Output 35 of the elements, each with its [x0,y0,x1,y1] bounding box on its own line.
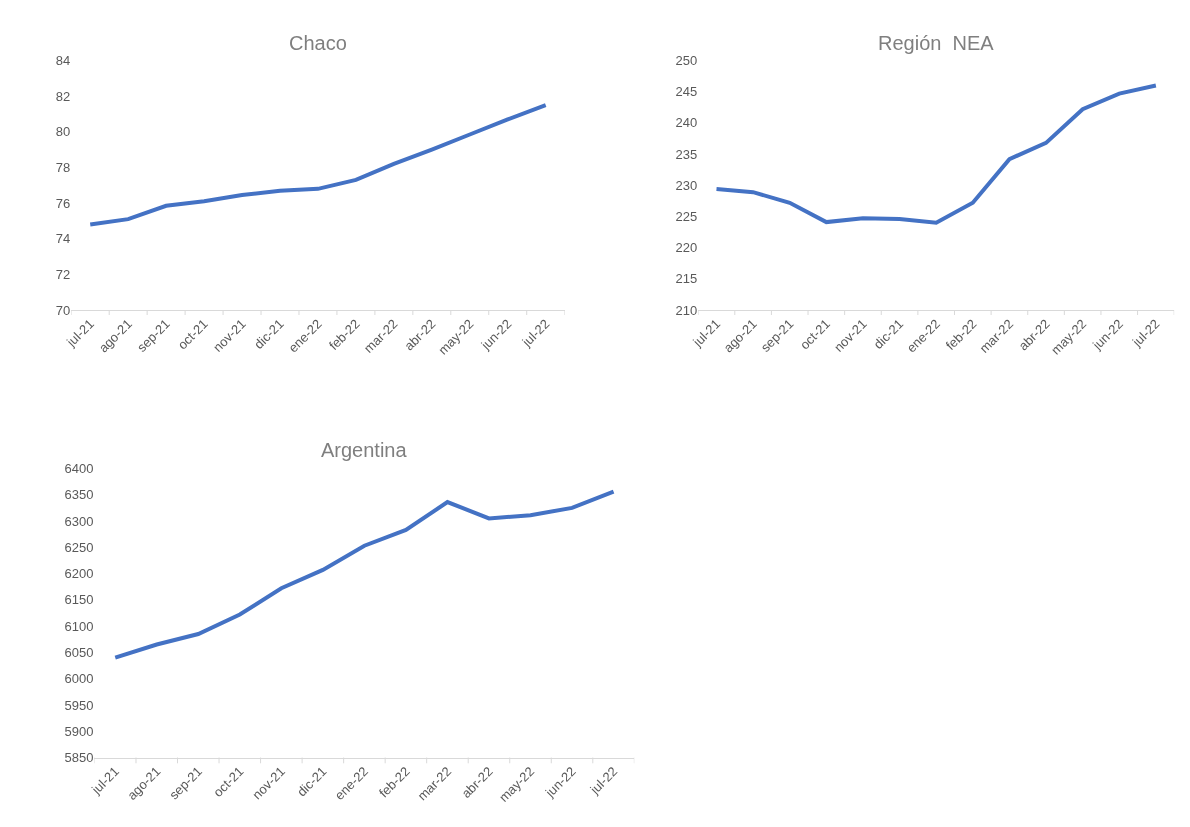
y-tick-label: 70 [55,302,71,318]
y-tick-label: 220 [675,240,698,256]
y-tick-label: 82 [55,88,71,104]
line-series [113,489,616,660]
y-tick-label: 6000 [64,671,94,687]
y-tick-label: 215 [675,271,698,287]
y-tick-label: 225 [675,209,698,225]
y-tick-label: 78 [55,160,71,176]
y-tick-label: 6250 [64,539,94,555]
y-tick-label: 5900 [64,723,94,739]
y-tick-label: 84 [55,53,71,69]
chart-title: Chaco [289,32,347,54]
y-tick-label: 6300 [64,513,94,529]
y-tick-label: 80 [55,124,71,140]
y-tick-label: 5950 [64,697,94,713]
y-tick-label: 6350 [64,487,94,503]
y-tick-label: 6100 [64,618,94,634]
y-tick-label: 245 [675,84,698,100]
y-tick-label: 6050 [64,644,94,660]
y-tick-label: 72 [55,266,71,282]
y-tick-label: 6150 [64,592,94,608]
chart-title: Argentina [321,439,408,461]
y-tick-label: 76 [55,195,71,211]
y-tick-label: 74 [55,231,71,247]
y-tick-label: 6200 [64,566,94,582]
y-tick-label: 6400 [64,460,94,476]
y-tick-label: 210 [675,302,698,318]
y-tick-label: 230 [675,177,698,193]
line-series [88,103,548,227]
y-tick-label: 235 [675,146,698,162]
chart-title: Región NEA [878,32,995,54]
y-tick-label: 250 [675,53,698,69]
y-tick-label: 5850 [64,750,94,766]
line-series [714,83,1158,225]
y-tick-label: 240 [675,115,698,131]
